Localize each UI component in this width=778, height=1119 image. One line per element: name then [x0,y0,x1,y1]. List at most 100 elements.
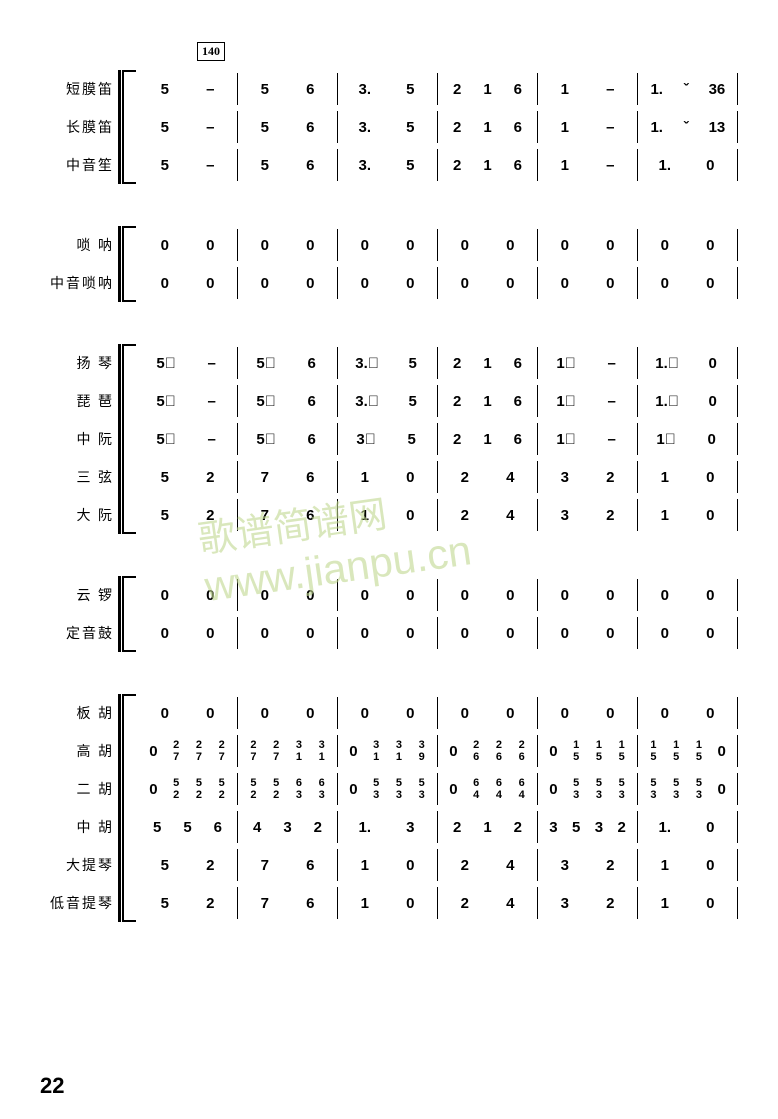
measure: 24 [438,461,538,493]
note: 5 [258,81,272,98]
note: 6 [303,895,317,912]
note: 0 [703,469,717,486]
notes-area: 527610243210 [138,887,738,919]
measure: 10 [338,887,438,919]
note: 53 [415,778,429,801]
measure: 0535353 [538,773,638,805]
measure: 32 [538,887,638,919]
note: 31 [369,740,383,763]
note: 27 [192,740,206,763]
note: 0 [703,587,717,604]
measure: 00 [438,579,538,611]
measure: 52 [138,849,238,881]
note: 5𝆪 [256,355,276,372]
note: 3 [558,507,572,524]
note: – [605,355,619,372]
note: 0 [446,781,460,798]
instrument-name: 定音鼓 [40,623,118,643]
measure: 5353530 [638,773,738,805]
page-number: 22 [40,1073,64,1099]
note: 0 [358,625,372,642]
measure: 1– [538,149,638,181]
note: 52 [192,778,206,801]
note: 1.𝆪 [655,393,679,410]
instrument-name: 中音笙 [40,155,118,175]
notes-area: 5564321.321235321.0 [138,811,738,843]
instrument-row: 中音唢呐000000000000 [40,264,738,302]
measure: 1.0 [638,811,738,843]
note: 0 [703,857,717,874]
note: 2 [615,819,629,836]
measure: 216 [438,111,538,143]
note: 53 [646,778,660,801]
note: 0 [146,781,160,798]
note: – [605,431,619,448]
note: 5 [158,157,172,174]
measure: 00 [538,617,638,649]
note: 1 [658,469,672,486]
note: 15 [592,740,606,763]
note: 1 [480,393,494,410]
measure: 24 [438,849,538,881]
measure: 3.𝆪5 [338,347,438,379]
note: 6 [511,355,525,372]
note: 2 [203,895,217,912]
measure: 1– [538,111,638,143]
measure: 00 [238,579,338,611]
measure: 5– [138,73,238,105]
notes-area: 000000000000 [138,697,738,729]
measure: 32 [538,849,638,881]
notes-area: 000000000000 [138,267,738,299]
measure: 00 [238,697,338,729]
note: 5 [406,355,420,372]
note: 1 [558,119,572,136]
note: 63 [292,778,306,801]
note: 2 [458,895,472,912]
measure: 00 [238,229,338,261]
note: 3 [280,819,294,836]
note: 0 [703,507,717,524]
measure: 00 [338,229,438,261]
instrument-row: 云 锣000000000000 [40,576,738,614]
note: 0 [258,237,272,254]
note: 2 [450,81,464,98]
note: – [203,119,217,136]
note: 0 [503,705,517,722]
notes-area: 5–563.52161–1.ˇ36 [138,73,738,105]
note: 13 [709,119,726,136]
measure: 5– [138,111,238,143]
note: 2 [450,157,464,174]
note: 1 [358,895,372,912]
note: 2 [203,857,217,874]
note: 3.𝆪 [355,393,379,410]
measure: 5𝆪– [138,385,238,417]
measure: 00 [438,229,538,261]
measure: 56 [238,73,338,105]
note: 4 [503,895,517,912]
note: 0 [403,857,417,874]
note: 4 [503,507,517,524]
measure-number-box: 140 [197,42,225,61]
note: 7 [258,857,272,874]
measure: 556 [138,811,238,843]
note: 0 [358,705,372,722]
instrument-row: 琵 琶5𝆪–5𝆪63.𝆪52161𝆪–1.𝆪0 [40,382,738,420]
notes-area: 000000000000 [138,617,738,649]
note: – [605,393,619,410]
notes-area: 5𝆪–5𝆪63𝆪52161𝆪–1𝆪0 [138,423,738,455]
note: 0 [346,743,360,760]
note: 0 [558,237,572,254]
instrument-name: 大提琴 [40,855,118,875]
measure: 00 [438,617,538,649]
note: 1. [658,819,672,836]
note: 1𝆪 [556,393,576,410]
note: ˇ [679,119,693,136]
note: 6 [303,81,317,98]
note: 64 [469,778,483,801]
note: 3 [558,895,572,912]
note: 0 [203,705,217,722]
instrument-row: 短膜笛5–563.52161–1.ˇ36 [40,70,738,108]
measure: 5𝆪6 [238,347,338,379]
note: 0 [358,275,372,292]
instrument-name: 高 胡 [40,741,118,761]
